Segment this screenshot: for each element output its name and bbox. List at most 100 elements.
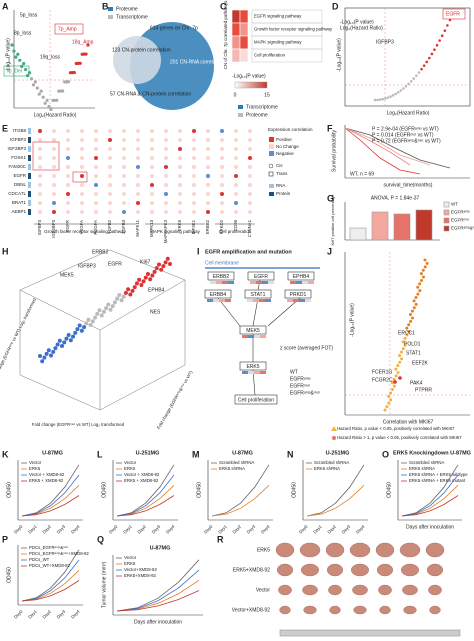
- panel-label: L: [97, 449, 103, 459]
- dot: [401, 347, 405, 351]
- label: Day3: [341, 524, 352, 535]
- label: Day2: [41, 609, 52, 620]
- dot: [110, 304, 115, 309]
- label: ERBB2: [213, 274, 230, 280]
- dot: [52, 156, 56, 160]
- dot: [22, 61, 26, 66]
- dot: [446, 24, 449, 27]
- label: Protein: [276, 191, 291, 196]
- label: Hazard Ratio, p value < 0.05, positively…: [337, 426, 455, 431]
- curve: [344, 127, 451, 169]
- dot: [220, 183, 224, 187]
- dot: [18, 58, 22, 62]
- dot: [398, 360, 402, 364]
- label: IGFBP3: [37, 219, 42, 235]
- label: ERK5 + XMD8-92: [124, 478, 159, 483]
- dot: [82, 325, 87, 330]
- dot: [415, 74, 418, 77]
- dot: [71, 334, 76, 339]
- shape: [238, 105, 243, 109]
- label: MEK5: [246, 328, 260, 334]
- label: EGFR: [446, 11, 460, 17]
- label: Hazard Ratio > 1, p value < 0.05, positi…: [337, 435, 462, 440]
- tumor: [351, 563, 370, 577]
- dot: [234, 201, 238, 205]
- dot: [192, 183, 196, 187]
- dot: [38, 165, 42, 169]
- curve: [116, 559, 200, 612]
- dot: [178, 192, 182, 196]
- label: NES: [150, 309, 161, 315]
- shape: [239, 22, 249, 37]
- label: VEGFA: [79, 220, 84, 234]
- dot: [192, 201, 196, 205]
- dot: [387, 394, 391, 398]
- dot: [94, 192, 98, 196]
- label: Cell proliferation: [254, 53, 286, 58]
- shape: [344, 7, 471, 107]
- dot: [94, 156, 98, 160]
- dot: [220, 147, 224, 151]
- dot: [46, 348, 51, 353]
- dot: [55, 98, 59, 102]
- dot: [95, 311, 100, 316]
- dot: [66, 332, 71, 337]
- dot: [192, 165, 196, 169]
- dot: [407, 82, 410, 86]
- shape: [28, 200, 31, 206]
- tumor: [427, 563, 444, 577]
- dot: [412, 299, 416, 303]
- dot: [161, 264, 166, 269]
- dot: [122, 192, 126, 196]
- label: 7p_Amp: [58, 26, 77, 32]
- label: Cis: [276, 163, 283, 168]
- label: Survival probability: [331, 130, 337, 172]
- label: Cell proliferation: [238, 397, 274, 403]
- dot: [178, 210, 182, 214]
- shape: [305, 299, 311, 302]
- label: EGFRᵐᵘᵗ: [290, 383, 310, 389]
- label: ERK5 shRNA: [409, 466, 435, 471]
- label: ERBB4: [210, 292, 227, 298]
- dot: [407, 330, 411, 334]
- label: ERK5: [124, 466, 136, 471]
- shape: [299, 299, 305, 302]
- dot: [220, 129, 224, 133]
- tumor: [425, 542, 445, 558]
- dot: [425, 60, 429, 64]
- shape: [219, 299, 225, 302]
- dot: [66, 210, 70, 214]
- shape: [296, 281, 302, 284]
- dot: [420, 67, 423, 71]
- dot: [122, 147, 126, 151]
- label: MAPK signaling pathway: [150, 229, 201, 234]
- dot: [150, 273, 155, 278]
- label: MAPKAPK3: [163, 219, 168, 243]
- label: IGFBP3: [10, 137, 27, 142]
- shape: [265, 299, 271, 302]
- dot: [248, 183, 252, 187]
- dot: [248, 165, 252, 169]
- dot: [220, 174, 224, 178]
- shape: [443, 201, 450, 208]
- dot: [268, 163, 274, 169]
- label: survival_time(months): [384, 182, 433, 188]
- dot: [150, 174, 154, 178]
- panel-label: I: [197, 246, 200, 256]
- label: Day0: [13, 524, 24, 535]
- panel-label: R: [217, 534, 224, 544]
- label: DBNL: [14, 182, 27, 187]
- dot: [136, 138, 140, 142]
- dot: [192, 210, 196, 214]
- label: MAPK11: [135, 219, 140, 236]
- label: Vector: [124, 460, 137, 465]
- dot: [136, 210, 140, 214]
- dot: [398, 353, 402, 357]
- shape: [207, 271, 235, 281]
- dot: [136, 201, 140, 205]
- shape: [238, 113, 243, 117]
- label: PDCs_WT: [29, 557, 50, 562]
- curve: [211, 484, 270, 517]
- label: WT, n = 69: [350, 171, 374, 177]
- dot: [122, 165, 126, 169]
